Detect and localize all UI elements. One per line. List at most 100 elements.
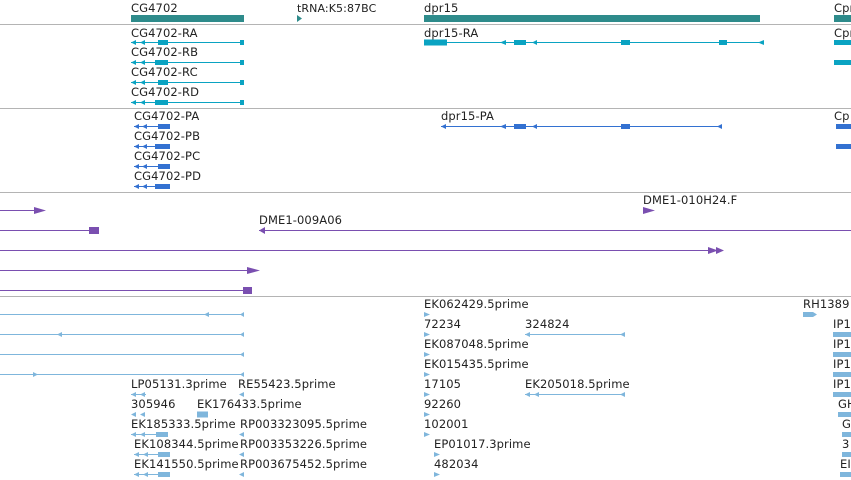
transcript-glyph-rb[interactable] (131, 60, 244, 65)
est-label[interactable]: IP1 (833, 377, 851, 391)
protein-glyph-pa[interactable] (134, 124, 170, 129)
transcript-glyph-rd[interactable] (131, 100, 244, 105)
est-label[interactable]: 102001 (424, 417, 469, 431)
est-glyph[interactable] (434, 452, 440, 457)
clone-glyph-009a06[interactable] (259, 227, 851, 234)
clone-label-010h24[interactable]: DME1-010H24.F (643, 193, 738, 207)
est-label[interactable]: EK205018.5prime (525, 377, 630, 391)
protein-label-pa[interactable]: CG4702-PA (134, 109, 200, 123)
clone-glyph[interactable] (0, 287, 252, 294)
est-glyph[interactable] (833, 352, 851, 357)
est-glyph[interactable] (833, 372, 851, 377)
clone-label-009a06[interactable]: DME1-009A06 (259, 213, 343, 227)
est-glyph[interactable] (434, 472, 440, 477)
clone-glyph[interactable] (0, 247, 724, 254)
gene-bar-trna[interactable] (297, 15, 302, 22)
transcript-label-ra[interactable]: CG4702-RA (131, 26, 198, 40)
est-label[interactable]: 3 (842, 437, 850, 451)
est-label[interactable]: 305946 (131, 397, 176, 411)
est-label[interactable]: EP01017.3prime (434, 437, 531, 451)
est-label[interactable]: 72234 (424, 317, 462, 331)
est-glyph[interactable] (424, 312, 430, 317)
clone-glyph[interactable] (0, 207, 46, 214)
est-glyph[interactable] (131, 392, 244, 397)
transcript-glyph-cpr[interactable] (834, 40, 851, 65)
est-glyph[interactable] (134, 472, 244, 477)
est-glyph[interactable] (131, 432, 244, 437)
est-label[interactable]: RP003675452.5prime (240, 457, 368, 471)
protein-glyph-cp[interactable] (836, 124, 851, 149)
est-glyph[interactable] (0, 312, 244, 317)
est-label[interactable]: 17105 (424, 377, 462, 391)
transcript-label-dpr15-ra[interactable]: dpr15-RA (424, 26, 479, 40)
est-glyph[interactable] (833, 332, 851, 337)
est-label[interactable]: RP003323095.5prime (240, 417, 368, 431)
est-label[interactable]: EK062429.5prime (424, 297, 529, 311)
protein-label-pc[interactable]: CG4702-PC (134, 149, 201, 163)
est-label[interactable]: EK141550.5prime (134, 457, 239, 471)
gene-bar-cg4702[interactable] (131, 15, 244, 22)
est-glyph[interactable] (424, 412, 430, 417)
gene-bar-cpr[interactable] (834, 15, 851, 22)
protein-glyph-pb[interactable] (134, 144, 170, 149)
est-label[interactable]: EI (840, 457, 851, 471)
gene-label-dpr15[interactable]: dpr15 (424, 1, 459, 15)
est-label[interactable]: 482034 (434, 457, 479, 471)
est-glyph[interactable] (838, 412, 851, 417)
transcript-label-rd[interactable]: CG4702-RD (131, 85, 200, 99)
est-label[interactable]: RP003353226.5prime (240, 437, 368, 451)
est-glyph[interactable] (424, 392, 625, 397)
est-glyph[interactable] (0, 372, 244, 377)
est-label[interactable]: G (842, 417, 851, 431)
est-label[interactable]: IP1 (833, 357, 851, 371)
est-glyph[interactable] (842, 452, 851, 457)
transcript-glyph-rc[interactable] (131, 80, 244, 85)
est-label[interactable]: EK015435.5prime (424, 357, 529, 371)
transcript-glyph-ra[interactable] (131, 40, 244, 45)
gene-label-trna[interactable]: tRNA:K5:87BC (297, 2, 377, 15)
est-label[interactable]: IP1 (833, 317, 851, 331)
est-label[interactable]: RH1389 (803, 297, 850, 311)
est-glyph[interactable] (0, 352, 244, 357)
est-glyph[interactable] (424, 332, 625, 337)
transcript-glyph-dpr15-ra[interactable] (424, 39, 764, 46)
est-glyph[interactable] (424, 352, 430, 357)
gene-label-cg4702[interactable]: CG4702 (131, 1, 178, 15)
clone-glyph[interactable] (0, 267, 260, 274)
est-label[interactable]: EK108344.5prime (134, 437, 239, 451)
est-label[interactable]: 92260 (424, 397, 462, 411)
protein-label-pd[interactable]: CG4702-PD (134, 169, 202, 183)
protein-label-dpr15-pa[interactable]: dpr15-PA (441, 109, 494, 123)
est-label[interactable]: EK176433.5prime (197, 397, 302, 411)
est-label[interactable]: 324824 (525, 317, 570, 331)
protein-glyph-pd[interactable] (134, 184, 170, 189)
est-label[interactable]: RE55423.5prime (238, 377, 336, 391)
est-glyph[interactable] (0, 332, 244, 337)
est-glyph[interactable] (803, 312, 817, 317)
est-glyph[interactable] (131, 411, 208, 418)
est-glyph[interactable] (833, 392, 851, 397)
protein-glyph-pc[interactable] (134, 164, 170, 169)
track-separator (0, 24, 851, 25)
clone-glyph[interactable] (0, 227, 99, 234)
est-label[interactable]: EK185333.5prime (131, 417, 236, 431)
est-label[interactable]: GH (838, 397, 851, 411)
est-label[interactable]: EK087048.5prime (424, 337, 529, 351)
transcript-label-rc[interactable]: CG4702-RC (131, 65, 198, 79)
protein-label-pb[interactable]: CG4702-PB (134, 129, 201, 143)
est-glyph[interactable] (424, 432, 430, 437)
transcript-label-rb[interactable]: CG4702-RB (131, 45, 199, 59)
est-label[interactable]: IP1 (833, 337, 851, 351)
gene-bar-dpr15[interactable] (424, 15, 760, 22)
est-glyph[interactable] (134, 452, 244, 457)
est-glyph[interactable] (842, 432, 851, 437)
protein-label-cp[interactable]: Cp (834, 109, 850, 123)
gene-label-cpr[interactable]: Cpr (834, 1, 851, 15)
est-glyph[interactable] (424, 372, 430, 377)
protein-glyph-dpr15-pa[interactable] (441, 124, 722, 129)
transcript-label-cpr[interactable]: Cpr (834, 26, 851, 40)
clone-glyph-010h24[interactable] (643, 207, 655, 214)
est-glyph[interactable] (840, 472, 851, 477)
est-label[interactable]: LP05131.3prime (131, 377, 227, 391)
